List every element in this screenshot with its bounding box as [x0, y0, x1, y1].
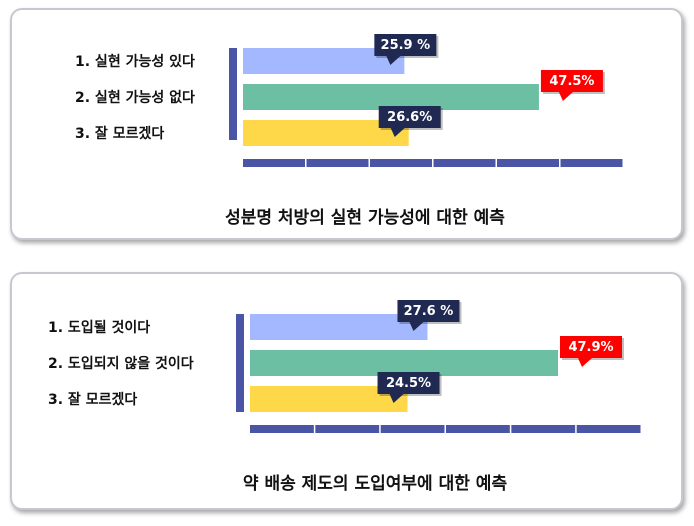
- chart-1: 1. 실현 가능성 있다 25.9 % 2. 실현 가능성 없다 47.5% 3. 잘 …: [75, 34, 623, 228]
- value-label: 26.6%: [387, 110, 432, 125]
- bar: [243, 84, 539, 110]
- value-callout: 25.9 %: [374, 34, 439, 65]
- category-label: 1. 실현 가능성 있다: [75, 54, 195, 70]
- y-axis-bar: [229, 48, 237, 140]
- category-label: 3. 잘 모르겠다: [48, 391, 137, 408]
- x-axis-segment: [446, 425, 510, 433]
- category-label: 3. 잘 모르겠다: [75, 125, 164, 142]
- chart-title: 성분명 처방의 실현 가능성에 대한 예측: [225, 208, 505, 228]
- x-axis-segment: [370, 159, 432, 167]
- x-axis-segment: [560, 159, 623, 167]
- value-callout: 47.5%: [540, 70, 605, 101]
- chart-panel-2: 1. 도입될 것이다 27.6 % 2. 도입되지 않을 것이다 47.9% 3. 잘 …: [10, 272, 683, 510]
- x-axis-segment: [315, 425, 380, 433]
- bar: [250, 350, 558, 376]
- value-label: 25.9 %: [381, 38, 431, 53]
- value-callout: 26.6%: [378, 106, 443, 137]
- value-callout: 47.9%: [559, 336, 624, 367]
- value-label: 47.9%: [568, 340, 613, 355]
- category-label: 1. 도입될 것이다: [48, 319, 150, 336]
- value-label: 47.5%: [549, 74, 594, 89]
- chart-2: 1. 도입될 것이다 27.6 % 2. 도입되지 않을 것이다 47.9% 3. 잘 …: [48, 300, 641, 494]
- chart-title: 약 배송 제도의 도입여부에 대한 예측: [243, 473, 508, 494]
- value-callout: 27.6 %: [397, 300, 462, 331]
- x-axis-segment: [576, 425, 641, 433]
- y-axis-bar: [236, 314, 244, 412]
- value-callout: 24.5%: [377, 372, 442, 403]
- value-label: 24.5%: [386, 376, 431, 391]
- x-axis-segment: [306, 159, 369, 167]
- x-axis-segment: [497, 159, 559, 167]
- x-axis-segment: [250, 425, 314, 433]
- x-axis-segment: [511, 425, 576, 433]
- x-axis-segment: [380, 425, 445, 433]
- x-axis-segment: [243, 159, 305, 167]
- value-label: 27.6 %: [404, 304, 454, 319]
- chart-panel-1: 1. 실현 가능성 있다 25.9 % 2. 실현 가능성 없다 47.5% 3. 잘 …: [10, 8, 683, 240]
- category-label: 2. 도입되지 않을 것이다: [48, 355, 194, 372]
- category-label: 2. 실현 가능성 없다: [75, 90, 195, 106]
- x-axis-segment: [433, 159, 496, 167]
